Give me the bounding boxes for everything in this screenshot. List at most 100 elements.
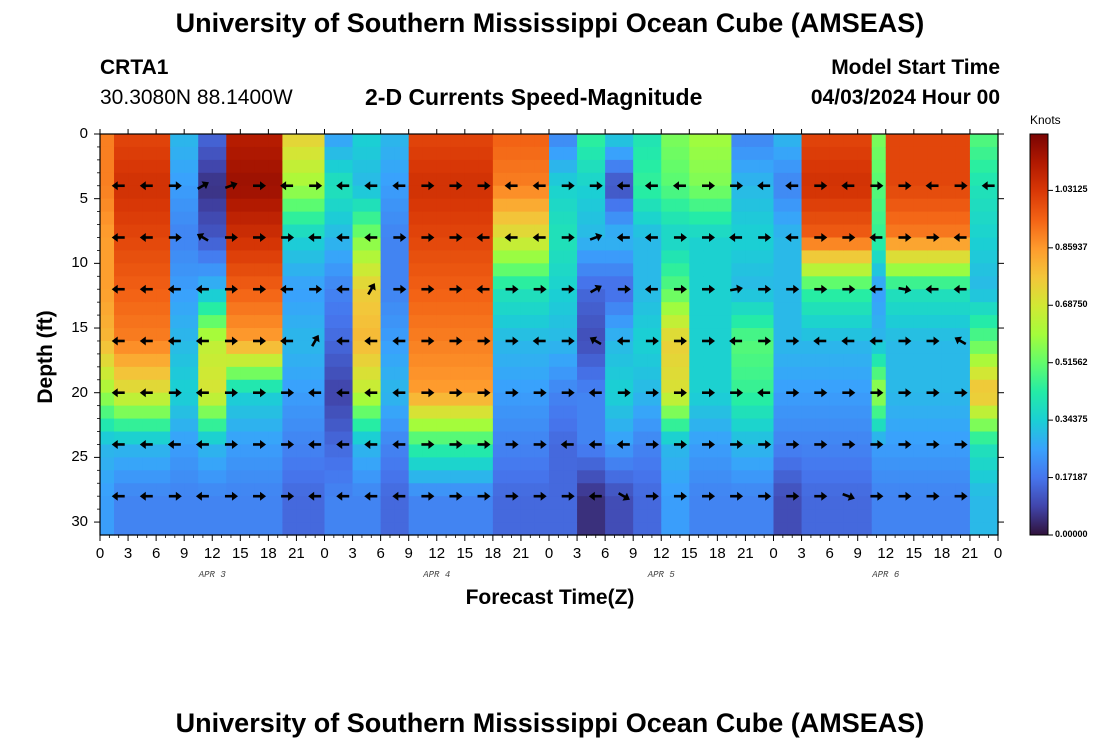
- heatmap-cell: [759, 509, 775, 523]
- heatmap-cell: [380, 146, 396, 161]
- heatmap-cell: [226, 263, 241, 277]
- current-arrow: [841, 336, 855, 346]
- heatmap-cell: [815, 250, 831, 264]
- heatmap-cell: [100, 134, 115, 148]
- heatmap-cell: [577, 237, 592, 252]
- heatmap-cell: [422, 159, 438, 174]
- heatmap-cell: [506, 276, 522, 290]
- heatmap-cell: [520, 211, 536, 226]
- heatmap-cell: [240, 496, 255, 510]
- heatmap-cell: [563, 237, 578, 252]
- current-arrow: [561, 181, 575, 191]
- heatmap-cell: [436, 405, 452, 420]
- heatmap-cell: [464, 302, 480, 316]
- heatmap-cell: [492, 431, 508, 446]
- heatmap-cell: [801, 470, 817, 484]
- heatmap-cell: [955, 340, 971, 355]
- heatmap-cell: [689, 470, 704, 484]
- heatmap-cell: [128, 522, 143, 536]
- heatmap-cell: [352, 159, 368, 174]
- heatmap-cell: [633, 379, 648, 394]
- heatmap-cell: [661, 444, 676, 458]
- heatmap-cell: [240, 379, 255, 394]
- heatmap-cell: [829, 211, 845, 226]
- heatmap-cell: [983, 289, 999, 303]
- heatmap-cell: [380, 328, 396, 342]
- heatmap-cell: [605, 366, 620, 381]
- heatmap-cell: [857, 224, 873, 239]
- heatmap-cell: [829, 431, 845, 446]
- heatmap-cell: [731, 509, 747, 523]
- heatmap-cell: [983, 509, 999, 523]
- heatmap-cell: [605, 315, 620, 329]
- heatmap-cell: [675, 146, 690, 161]
- current-arrow: [196, 233, 209, 242]
- heatmap-cell: [170, 457, 185, 471]
- heatmap-cell: [815, 431, 831, 446]
- heatmap-cell: [983, 237, 999, 252]
- heatmap-cell: [366, 315, 382, 329]
- current-arrow: [393, 284, 407, 294]
- heatmap-cell: [254, 470, 269, 484]
- heatmap-cell: [352, 366, 368, 381]
- heatmap-cell: [296, 276, 312, 290]
- current-arrow: [617, 284, 631, 294]
- heatmap-cell: [801, 522, 817, 536]
- heatmap-cell: [492, 211, 508, 226]
- heatmap-cell: [815, 379, 831, 394]
- heatmap-cell: [464, 198, 480, 213]
- heatmap-cell: [591, 509, 606, 523]
- heatmap-cell: [717, 302, 733, 316]
- heatmap-cell: [829, 289, 845, 303]
- heatmap-cell: [128, 276, 143, 290]
- heatmap-cell: [647, 211, 662, 226]
- heatmap-cell: [422, 134, 438, 148]
- heatmap-cell: [773, 366, 789, 381]
- heatmap-cell: [282, 134, 298, 148]
- heatmap-cell: [815, 185, 831, 200]
- heatmap-cell: [478, 263, 494, 277]
- heatmap-cell: [436, 198, 452, 213]
- heatmap-cell: [591, 276, 606, 290]
- x-tick-label: 6: [151, 545, 161, 562]
- heatmap-cell: [885, 198, 901, 213]
- heatmap-cell: [268, 263, 284, 277]
- heatmap-cell: [759, 353, 775, 368]
- heatmap-cell: [170, 392, 185, 407]
- heatmap-cell: [815, 134, 831, 148]
- heatmap-cell: [605, 496, 620, 510]
- heatmap-cell: [815, 237, 831, 252]
- heatmap-cell: [689, 353, 704, 368]
- current-arrow: [224, 491, 238, 501]
- current-arrow: [786, 388, 800, 398]
- heatmap-cell: [913, 431, 929, 446]
- current-arrow: [532, 232, 546, 242]
- heatmap-cell: [534, 509, 550, 523]
- heatmap-cell: [198, 522, 213, 536]
- heatmap-cell: [899, 172, 915, 187]
- heatmap-cell: [563, 172, 578, 187]
- heatmap-cell: [198, 237, 213, 252]
- heatmap-cell: [885, 134, 901, 148]
- heatmap-cell: [983, 263, 999, 277]
- heatmap-cell: [857, 418, 873, 433]
- heatmap-cell: [885, 509, 901, 523]
- heatmap-cell: [647, 483, 662, 497]
- heatmap-cell: [296, 379, 312, 394]
- heatmap-cell: [394, 276, 410, 290]
- heatmap-cell: [170, 483, 185, 497]
- heatmap-cell: [450, 496, 466, 510]
- heatmap-cell: [352, 198, 368, 213]
- heatmap-cell: [675, 457, 690, 471]
- heatmap-cell: [506, 315, 522, 329]
- heatmap-cell: [633, 172, 648, 187]
- heatmap-cell: [563, 405, 578, 420]
- heatmap-cell: [380, 263, 396, 277]
- heatmap-cell: [170, 146, 185, 161]
- heatmap-cell: [815, 211, 831, 226]
- heatmap-cell: [703, 302, 718, 316]
- heatmap-cell: [941, 198, 957, 213]
- heatmap-cell: [394, 366, 410, 381]
- heatmap-cell: [198, 457, 213, 471]
- heatmap-cell: [591, 470, 606, 484]
